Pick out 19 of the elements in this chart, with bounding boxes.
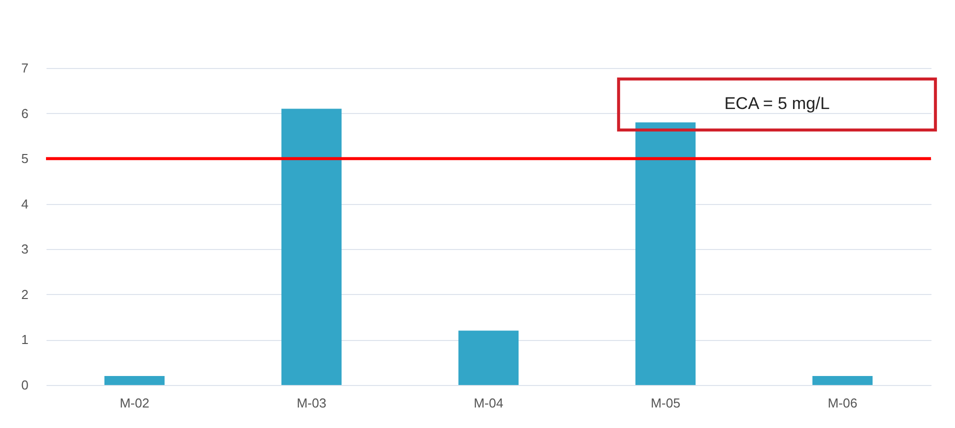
y-tick-label: 1	[21, 332, 28, 348]
bar	[458, 330, 519, 385]
y-tick-label: 0	[21, 378, 28, 392]
y-tick-label: 6	[21, 106, 28, 121]
ref-line-label: ECA = 5 mg/L	[724, 94, 830, 113]
x-tick-label: M-05	[650, 396, 680, 410]
bar	[812, 376, 873, 385]
x-tick-label: M-02	[120, 396, 150, 410]
y-tick-label: 5	[21, 151, 28, 166]
bar	[104, 376, 165, 385]
y-tick-label: 2	[21, 286, 28, 302]
bar	[281, 108, 342, 385]
y-tick-label: 4	[21, 196, 28, 212]
y-tick-label: 7	[21, 60, 28, 76]
x-tick-label: M-06	[828, 396, 858, 410]
x-tick-label: M-04	[474, 396, 504, 410]
bar	[635, 122, 696, 385]
y-tick-label: 3	[21, 242, 28, 257]
x-tick-label: M-03	[296, 396, 326, 410]
